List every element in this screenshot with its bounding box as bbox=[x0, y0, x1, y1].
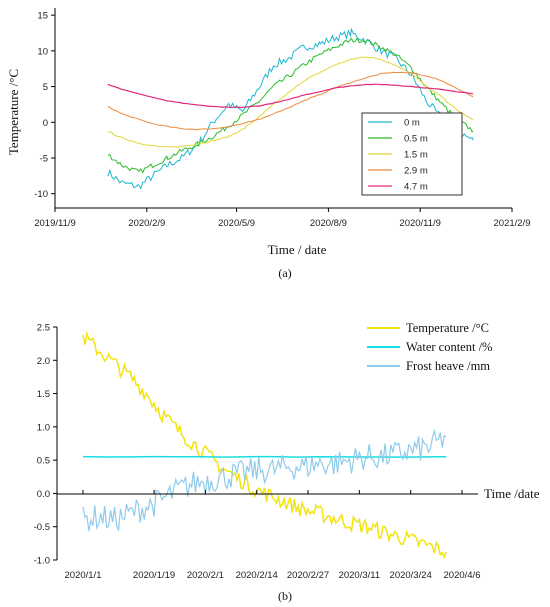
panel-b-x-tick-label: 2020/2/27 bbox=[287, 570, 329, 581]
panel-b-y-tick-label: 1.5 bbox=[37, 389, 50, 400]
panel-a-series-line-4 bbox=[107, 83, 474, 109]
panel-b-y-tick-label: 2.5 bbox=[37, 323, 50, 334]
panel-b-x-tick-label: 2020/1/1 bbox=[65, 570, 102, 581]
panel-b-legend: Temperature /°C Water content /% Frost hea… bbox=[367, 321, 492, 373]
panel-a-y-tick-label: 0 bbox=[43, 118, 48, 129]
panel-a-legend-label-1: 0.5 m bbox=[404, 134, 428, 145]
panel-a-series-line-1 bbox=[107, 36, 474, 174]
panel-a-caption: (a) bbox=[278, 266, 291, 280]
panel-a-x-tick-label: 2021/2/9 bbox=[494, 218, 531, 229]
panel-b-x-label: Time /date bbox=[484, 486, 540, 501]
panel-b-series-line-0 bbox=[82, 330, 447, 560]
panel-b-x-tick-label: 2020/2/14 bbox=[236, 570, 278, 581]
panel-a-legend: 0 m 0.5 m 1.5 m 2.9 m 4.7 m bbox=[361, 112, 463, 196]
panel-b-x-tick-label: 2020/3/11 bbox=[339, 570, 381, 581]
panel-a-y-tick-label: 15 bbox=[37, 11, 48, 22]
panel-b-x-ticks: 2020/1/1 2020/1/19 2020/2/1 2020/2/14 2020/2… bbox=[65, 490, 481, 581]
panel-b: -1.0-0.50.00.51.01.52.02.5 2020/1/1 2020/… bbox=[34, 321, 540, 603]
panel-a-series-line-3 bbox=[107, 71, 474, 131]
panel-a: -10 -5 0 5 10 15 2019/11/9 2020/2/9 2020/5/9 202… bbox=[6, 8, 530, 280]
panel-b-x-tick-label: 2020/2/1 bbox=[187, 570, 224, 581]
panel-b-series bbox=[82, 330, 447, 560]
panel-b-caption: (b) bbox=[278, 589, 292, 603]
panel-a-x-tick-label: 2020/11/9 bbox=[399, 218, 441, 229]
panel-b-y-tick-label: 1.0 bbox=[37, 422, 50, 433]
panel-b-y-tick-label: 0.0 bbox=[37, 489, 50, 500]
panel-b-x-tick-label: 2020/4/6 bbox=[444, 570, 481, 581]
panel-a-legend-label-2: 1.5 m bbox=[404, 150, 428, 161]
panel-b-y-tick-label: 2.0 bbox=[37, 356, 50, 367]
panel-b-y-tick-label: 0.5 bbox=[37, 456, 50, 467]
panel-a-legend-label-0: 0 m bbox=[404, 118, 420, 129]
panel-a-y-tick-label: 5 bbox=[43, 82, 48, 93]
panel-a-series-line-2 bbox=[107, 56, 474, 148]
panel-a-y-tick-label: -5 bbox=[40, 154, 48, 165]
panel-b-x-tick-label: 2020/3/24 bbox=[390, 570, 432, 581]
panel-b-y-tick-label: -1.0 bbox=[34, 556, 50, 567]
panel-a-x-tick-label: 2019/11/9 bbox=[34, 218, 76, 229]
panel-a-legend-label-4: 4.7 m bbox=[404, 182, 428, 193]
panel-b-y-ticks: -1.0 -0.5 0.0 0.5 1.0 1.5 2.0 2.5 bbox=[34, 323, 57, 567]
panel-a-series bbox=[107, 27, 474, 190]
panel-a-x-label: Time / date bbox=[268, 242, 327, 257]
panel-b-series-line-2 bbox=[82, 429, 447, 532]
panel-a-x-tick-label: 2020/2/9 bbox=[128, 218, 165, 229]
panel-b-y-tick-label: -0.5 bbox=[34, 522, 50, 533]
panel-a-x-ticks: 2019/11/9 2020/2/9 2020/5/9 2020/8/9 2020/11… bbox=[34, 208, 530, 229]
panel-b-legend-label-1: Water content /% bbox=[406, 340, 492, 354]
panel-b-legend-label-2: Frost heave /mm bbox=[406, 359, 490, 373]
panel-a-x-tick-label: 2020/5/9 bbox=[218, 218, 255, 229]
panel-a-legend-label-3: 2.9 m bbox=[404, 166, 428, 177]
panel-a-y-ticks: -10 -5 0 5 10 15 bbox=[34, 11, 55, 200]
panel-b-series-line-1 bbox=[82, 455, 447, 458]
panel-a-x-tick-label: 2020/8/9 bbox=[310, 218, 347, 229]
panel-a-y-tick-label: -10 bbox=[34, 189, 48, 200]
panel-b-legend-label-0: Temperature /°C bbox=[406, 321, 489, 335]
panel-b-x-tick-label: 2020/1/19 bbox=[133, 570, 175, 581]
panel-a-y-label: Temperature /°C bbox=[6, 69, 21, 155]
panel-a-y-tick-label: 10 bbox=[37, 46, 48, 57]
